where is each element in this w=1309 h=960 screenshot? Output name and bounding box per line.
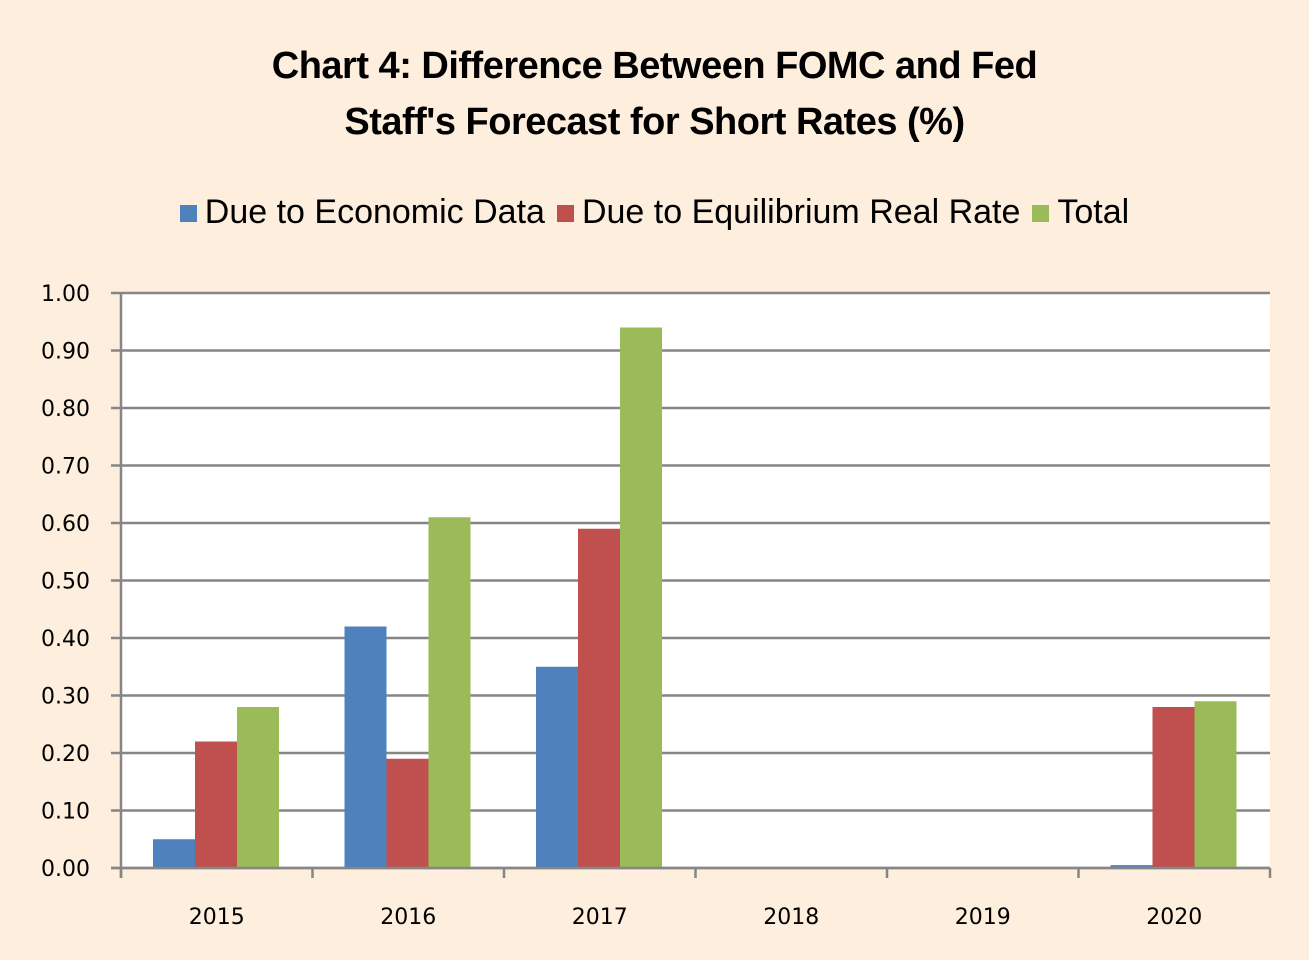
x-tick-label: 2017 — [572, 905, 628, 930]
y-tick-label: 1.00 — [41, 282, 90, 307]
y-tick-label: 0.50 — [41, 570, 90, 595]
y-tick-label: 0.60 — [41, 512, 90, 537]
y-tick-label: 0.90 — [41, 340, 90, 365]
bar-due-to-equilibrium-real-rate-2015 — [195, 741, 237, 868]
legend-swatch-equilibrium-real-rate — [556, 205, 574, 222]
legend-label-economic-data: Due to Economic Data — [204, 193, 545, 231]
x-tick-label: 2015 — [189, 905, 245, 930]
y-tick-label: 0.40 — [41, 627, 90, 652]
x-tick-label: 2016 — [380, 905, 436, 930]
y-tick-label: 0.80 — [41, 397, 90, 422]
x-tick-label: 2020 — [1146, 905, 1202, 930]
legend-item-economic-data: Due to Economic Data — [179, 193, 545, 232]
bar-due-to-economic-data-2017 — [536, 666, 578, 868]
bar-total-2020 — [1194, 701, 1237, 868]
legend-item-equilibrium-real-rate: Due to Equilibrium Real Rate — [556, 193, 1021, 232]
bar-due-to-equilibrium-real-rate-2017 — [578, 528, 620, 868]
chart-title-line-2: Staff's Forecast for Short Rates (%) — [344, 101, 965, 143]
y-tick-label: 0.00 — [41, 857, 90, 882]
bar-total-2017 — [620, 327, 662, 868]
bar-due-to-economic-data-2020 — [1110, 865, 1153, 868]
bar-due-to-economic-data-2016 — [344, 626, 387, 868]
bar-due-to-equilibrium-real-rate-2020 — [1152, 707, 1195, 868]
x-tick-label: 2019 — [955, 905, 1011, 930]
y-tick-label: 0.20 — [41, 742, 90, 767]
chart-title: Chart 4: Difference Between FOMC and Fed… — [0, 38, 1309, 150]
chart-title-line-1: Chart 4: Difference Between FOMC and Fed — [271, 45, 1038, 87]
y-tick-label: 0.30 — [41, 685, 90, 710]
bar-total-2015 — [237, 707, 279, 868]
bar-due-to-economic-data-2015 — [153, 839, 195, 868]
x-tick-label: 2018 — [763, 905, 819, 930]
legend: Due to Economic Data Due to Equilibrium … — [0, 193, 1309, 232]
legend-label-total: Total — [1057, 193, 1130, 231]
bar-due-to-equilibrium-real-rate-2016 — [386, 758, 429, 868]
legend-swatch-total — [1032, 205, 1050, 222]
y-tick-label: 0.70 — [41, 455, 90, 480]
legend-item-total: Total — [1032, 193, 1129, 232]
legend-label-equilibrium-real-rate: Due to Equilibrium Real Rate — [581, 193, 1021, 231]
legend-swatch-economic-data — [179, 205, 197, 222]
bar-total-2016 — [428, 517, 471, 868]
y-tick-label: 0.10 — [41, 800, 90, 825]
